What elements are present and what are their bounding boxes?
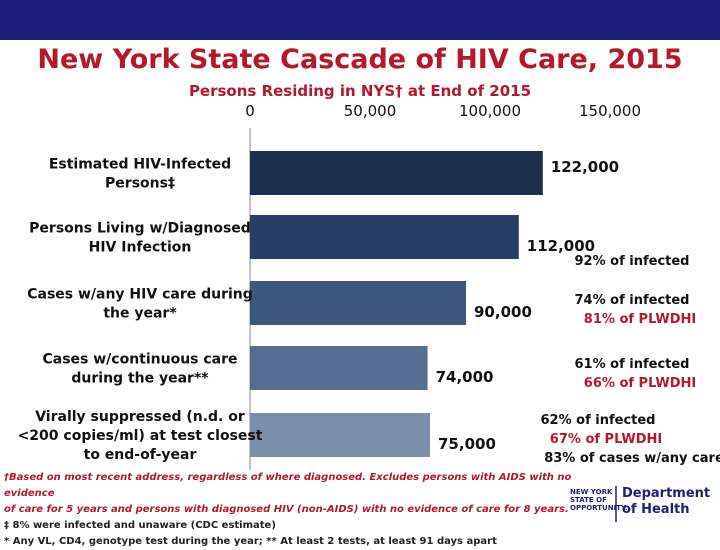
bar-value-label: 90,000 — [474, 303, 532, 321]
bar — [250, 215, 519, 259]
category-label: HIV Infection — [89, 240, 192, 256]
department-name: Department of Health — [622, 486, 710, 518]
bar — [250, 151, 543, 195]
percent-annotation: 62% of infected — [541, 413, 656, 428]
x-tick-label: 0 — [245, 102, 255, 120]
percent-annotation: 61% of infected — [575, 357, 690, 372]
page-title: New York State Cascade of HIV Care, 2015 — [37, 44, 683, 75]
bar-value-label: 75,000 — [438, 435, 496, 453]
percent-annotation: 74% of infected — [575, 293, 690, 308]
nys-wordmark-line2: STATE OF — [570, 496, 607, 504]
cascade-bar-chart: 0 50,000 100,000 150,000 122,000 Estimated HI… — [18, 102, 720, 470]
category-label: to end-of-year — [84, 447, 197, 463]
category-label: Cases w/any HIV care during — [27, 287, 253, 303]
nys-health-logo: NEW YORK STATE OF OPPORTUNITY. Departmen… — [566, 480, 720, 530]
nys-wordmark-line1: NEW YORK — [570, 488, 613, 496]
x-tick-label: 150,000 — [579, 102, 641, 120]
footnote-unaware: ‡ 8% were infected and unaware (CDC esti… — [4, 520, 276, 531]
category-label: Estimated HIV-Infected — [49, 157, 231, 173]
percent-annotation: 81% of PLWDHI — [584, 312, 696, 327]
bar-value-label: 74,000 — [436, 368, 494, 386]
category-label: Persons‡ — [105, 176, 175, 192]
x-tick-label: 50,000 — [344, 102, 397, 120]
bar — [250, 281, 466, 325]
footnote-residence-line2: of care for 5 years and persons with dia… — [4, 504, 569, 515]
footnote-definitions: * Any VL, CD4, genotype test during the … — [4, 536, 497, 547]
footnotes: †Based on most recent address, regardles… — [4, 470, 584, 550]
category-label: <200 copies/ml) at test closest — [18, 428, 263, 444]
bar-value-label: 122,000 — [551, 158, 619, 176]
percent-annotation: 67% of PLWDHI — [550, 432, 662, 447]
logo-divider — [615, 486, 617, 522]
nys-wordmark-line3: OPPORTUNITY. — [570, 504, 628, 512]
category-label: Virally suppressed (n.d. or — [35, 409, 245, 425]
percent-annotation: 66% of PLWDHI — [584, 376, 696, 391]
department-line1: Department — [622, 486, 711, 501]
footnote-residence-line1: †Based on most recent address, regardles… — [4, 472, 572, 499]
chart-subtitle: Persons Residing in NYS† at End of 2015 — [188, 82, 532, 100]
category-label: the year* — [103, 306, 177, 322]
bar — [250, 413, 430, 457]
percent-annotation: 83% of cases w/any care — [544, 451, 720, 466]
bar-value-label: 112,000 — [527, 237, 595, 255]
x-tick-label: 100,000 — [459, 102, 521, 120]
department-line2: of Health — [622, 502, 690, 517]
category-label: Persons Living w/Diagnosed — [29, 221, 251, 237]
percent-annotation: 92% of infected — [575, 254, 690, 269]
top-banner — [0, 0, 720, 40]
nys-wordmark: NEW YORK STATE OF OPPORTUNITY. — [570, 488, 628, 512]
category-label: Cases w/continuous care — [42, 352, 237, 368]
category-label: during the year** — [71, 371, 209, 387]
bar — [250, 346, 428, 390]
